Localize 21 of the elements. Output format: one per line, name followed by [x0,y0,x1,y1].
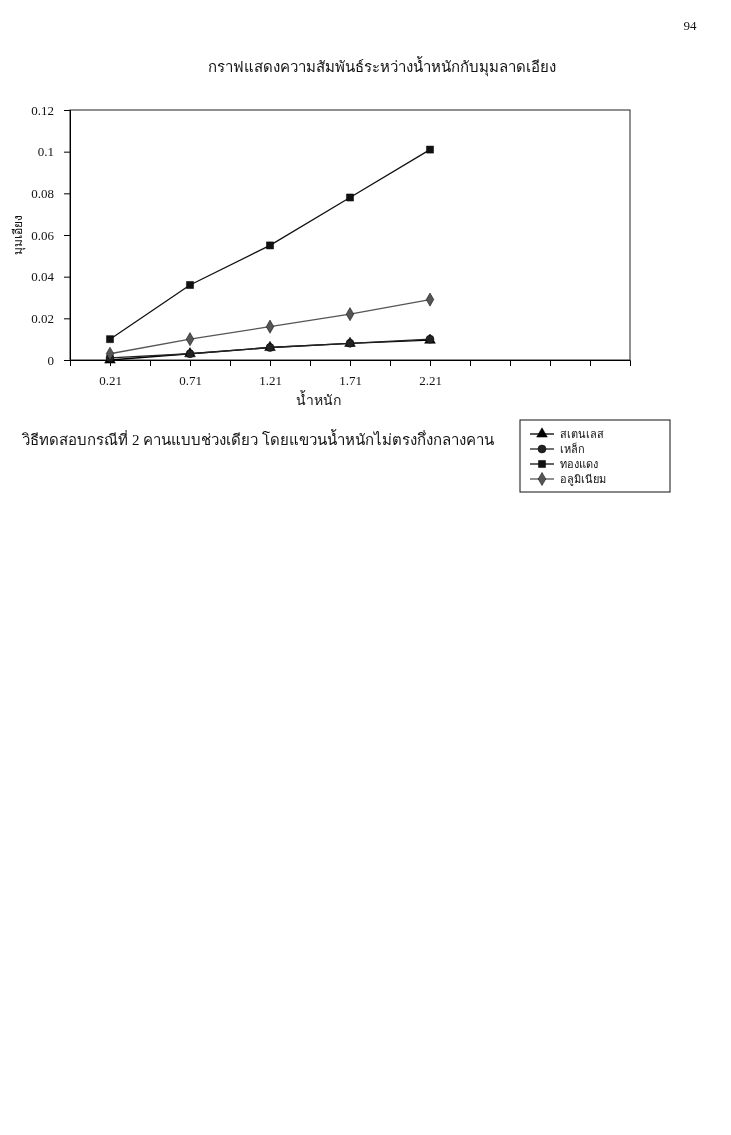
x-tick-label: 0.71 [179,373,202,389]
legend-label: สเตนเลส [560,428,604,440]
y-tick-label: 0.04 [31,269,55,285]
y-tick-label: 0.08 [31,185,54,201]
text: 94 [683,18,697,33]
y-tick-label: 0.06 [31,227,55,243]
text: วิธีทดสอบกรณีที่ 2 คานแบบช่วงเดียว โดยแขวนน้ำหนักไม่ตรงกึ่งกลางคาน [21,429,494,448]
x-tick-label: 0.21 [99,373,122,389]
x-axis-title: น้ำหนัก [295,390,341,408]
legend-label: ทองแดง [560,458,598,470]
y-tick-label: 0 [47,352,54,368]
y-axis-title: มุมเอียง [11,215,26,255]
y-tick-label: 0.12 [31,102,54,118]
x-tick-label: 2.21 [419,373,442,389]
x-tick-label: 1.21 [259,373,282,389]
chart-title: กราฟแสดงความสัมพันธ์ระหว่างน้ำหนักกับมุมลาดเอียง [208,56,556,77]
x-tick-label: 1.71 [339,373,362,389]
y-tick-label: 0.1 [37,144,54,160]
legend-label: เหล็ก [560,442,585,455]
y-tick-label: 0.02 [31,310,54,326]
legend-label: อลูมิเนียม [560,473,606,486]
